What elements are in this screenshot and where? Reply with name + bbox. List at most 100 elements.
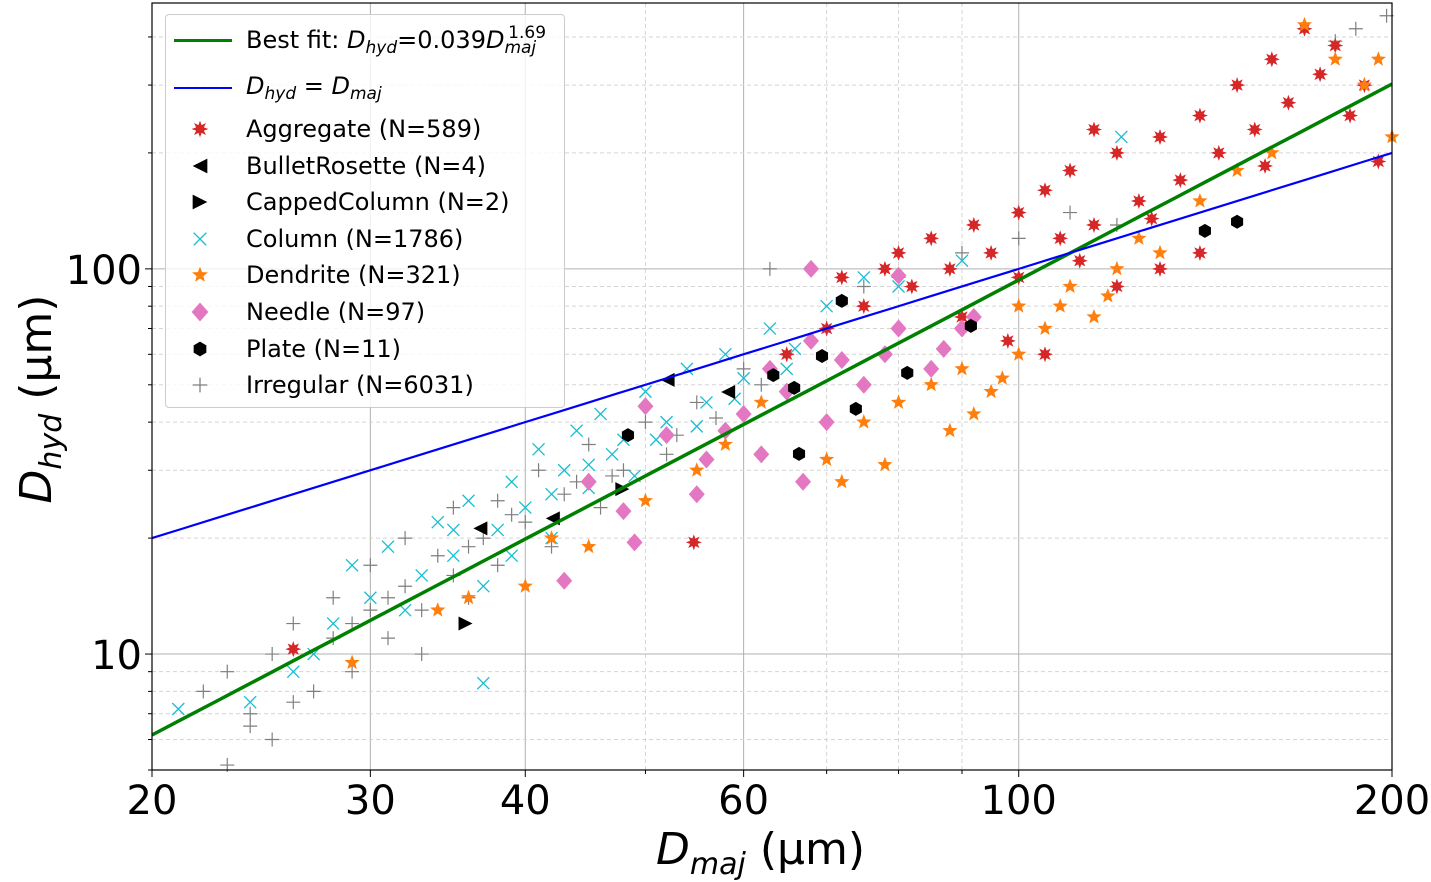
starburst-marker <box>1085 121 1102 138</box>
data-point <box>834 473 850 489</box>
starburst-marker <box>1108 278 1125 295</box>
legend-marker <box>166 332 246 366</box>
triangle-left-icon <box>192 158 208 173</box>
data-point <box>876 260 893 277</box>
triangle-left-marker <box>473 521 488 536</box>
x-label-sub: maj <box>689 847 746 882</box>
plus-marker <box>504 507 519 522</box>
data-point <box>1312 66 1329 83</box>
starburst-marker <box>855 298 872 315</box>
data-point <box>659 447 674 462</box>
legend-label: Aggregate (N=589) <box>246 115 482 143</box>
diamond-marker <box>753 445 770 464</box>
data-point <box>243 706 258 721</box>
hexagon-marker <box>788 380 801 395</box>
data-point <box>1327 51 1343 66</box>
data-point <box>345 558 359 572</box>
hexagon-marker <box>1231 214 1244 229</box>
x-marker <box>363 591 377 605</box>
data-point <box>1108 144 1125 161</box>
data-point <box>849 401 862 416</box>
data-point <box>381 590 396 605</box>
plus-marker <box>306 684 321 699</box>
legend-entry-identity: Dhyd = Dmaj <box>166 71 382 105</box>
starburst-marker <box>1130 193 1147 210</box>
data-point <box>820 299 834 313</box>
star-icon <box>192 266 208 283</box>
star-marker <box>581 538 597 554</box>
plus-marker <box>243 719 258 734</box>
plus-marker <box>430 548 445 563</box>
plus-marker <box>954 245 969 260</box>
hexagon-marker <box>815 348 829 363</box>
triangle-right-marker <box>192 194 208 210</box>
data-point <box>490 558 505 573</box>
data-point <box>398 531 413 546</box>
diamond-marker <box>191 302 209 322</box>
plus-marker <box>490 493 505 508</box>
data-point <box>1198 223 1211 238</box>
data-point <box>414 647 429 662</box>
data-point <box>892 280 906 293</box>
data-point <box>1037 320 1053 335</box>
data-point <box>616 463 631 478</box>
data-point <box>557 463 571 477</box>
legend-marker-shape <box>192 194 208 210</box>
x-marker <box>763 322 777 335</box>
x-marker <box>491 523 505 537</box>
legend-marker-shape <box>191 120 209 138</box>
data-point <box>1210 144 1227 161</box>
plus-marker <box>593 500 608 515</box>
legend-entry: BulletRosette (N=4) <box>166 149 486 183</box>
hexagon-marker <box>964 318 977 333</box>
data-point <box>792 446 806 461</box>
x-marker <box>446 523 460 537</box>
triangle-right-icon <box>192 194 208 210</box>
data-point <box>923 230 940 247</box>
x-marker <box>326 617 340 631</box>
data-point <box>1172 172 1189 189</box>
data-point <box>690 419 704 433</box>
diamond-marker <box>615 502 632 521</box>
data-point <box>243 695 257 709</box>
data-point <box>638 385 652 399</box>
legend-label: Irregular (N=6031) <box>246 371 474 400</box>
data-points <box>171 8 1400 773</box>
plus-marker <box>381 590 396 605</box>
series-plate <box>621 214 1244 461</box>
data-point <box>476 579 490 593</box>
best_fit-line <box>151 82 1393 737</box>
data-point <box>446 500 461 515</box>
legend-label: Dendrite (N=321) <box>246 261 461 290</box>
legend-entry: Dendrite (N=321) <box>166 258 461 292</box>
star-marker <box>1192 193 1208 208</box>
plus-marker <box>363 558 378 573</box>
data-point <box>415 568 429 582</box>
data-point <box>363 591 377 605</box>
data-point <box>570 424 584 438</box>
data-point <box>1327 37 1344 54</box>
data-point <box>1062 162 1079 179</box>
x-label-main: D <box>656 824 690 875</box>
x-marker <box>462 494 475 508</box>
data-point <box>615 502 632 521</box>
plus-marker <box>345 664 360 679</box>
data-point <box>491 523 505 537</box>
starburst-marker <box>1143 210 1160 227</box>
diamond-icon <box>191 302 209 322</box>
data-point <box>220 664 235 679</box>
x-marker <box>690 419 704 433</box>
data-point <box>543 530 560 545</box>
plus-marker <box>605 468 620 483</box>
plus-marker <box>736 361 751 376</box>
data-point <box>196 684 211 699</box>
starburst-marker <box>1342 107 1359 124</box>
data-point <box>594 407 608 421</box>
triangle-right-marker <box>458 616 473 631</box>
starburst-marker <box>1010 204 1027 221</box>
starburst-marker <box>923 230 940 247</box>
plus-marker <box>557 487 572 502</box>
plus-marker <box>192 377 208 393</box>
starburst-marker <box>285 641 302 658</box>
plus-marker <box>1011 231 1026 246</box>
